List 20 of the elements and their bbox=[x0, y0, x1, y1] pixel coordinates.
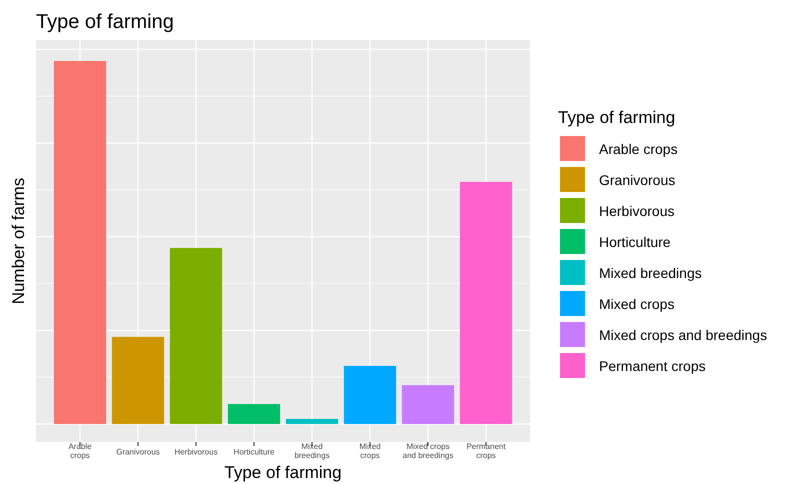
legend-label: Mixed crops and breedings bbox=[599, 327, 768, 343]
legend-label: Horticulture bbox=[599, 234, 671, 250]
x-tick-label: Arable crops bbox=[68, 442, 92, 460]
x-axis-title: Type of farming bbox=[224, 463, 342, 482]
x-tick-label: Mixed breedings bbox=[294, 442, 330, 460]
legend-label: Mixed crops bbox=[599, 296, 674, 312]
legend-title: Type of farming bbox=[558, 108, 676, 127]
x-tick-label: Permanent crops bbox=[466, 442, 506, 460]
legend-label: Arable crops bbox=[599, 141, 678, 157]
legend-label: Permanent crops bbox=[599, 358, 706, 374]
x-tick-label: Mixed crops bbox=[359, 442, 381, 460]
chart-title: Type of farming bbox=[36, 11, 174, 33]
x-tick-label: Horticulture bbox=[234, 448, 275, 457]
legend-label: Herbivorous bbox=[599, 203, 674, 219]
x-tick-label: Herbivorous bbox=[174, 448, 218, 457]
y-axis-title: Number of farms bbox=[9, 178, 28, 304]
x-tick-label: Mixed crops and breedings bbox=[402, 442, 454, 460]
legend-label: Mixed breedings bbox=[599, 265, 702, 281]
x-tick-label: Granivorous bbox=[116, 448, 160, 457]
legend-label: Granivorous bbox=[599, 172, 676, 188]
